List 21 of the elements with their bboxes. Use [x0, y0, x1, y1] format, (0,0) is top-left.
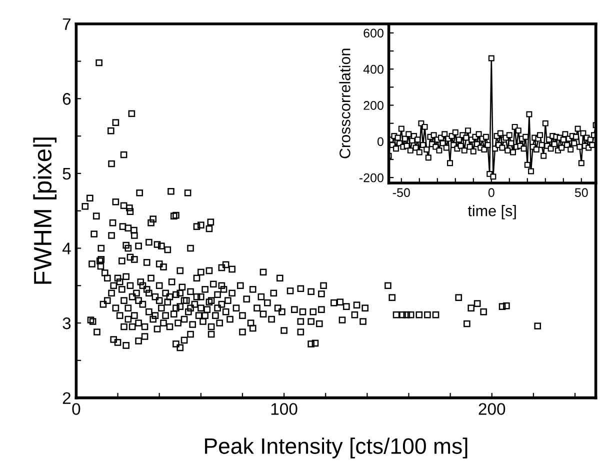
y-tick-label: 400 [363, 64, 384, 74]
x-tick-label: 0 [72, 403, 80, 415]
x-axis-title: time [s] [468, 205, 516, 220]
x-tick-label: 200 [478, 403, 506, 415]
y-tick-label: 3 [62, 317, 71, 330]
y-tick-label: 0 [377, 137, 384, 146]
y-tick-label: -200 [359, 173, 384, 182]
y-tick-label: 200 [364, 101, 384, 110]
y-tick-label: 5 [62, 168, 71, 180]
y-tick-label: 4 [62, 242, 71, 254]
y-tick-label: 2 [62, 392, 71, 404]
x-tick-label: -50 [392, 188, 410, 198]
y-tick-label: 600 [364, 28, 384, 38]
y-tick-label: 7 [62, 18, 71, 30]
y-axis-title: Crosscorrelation [339, 48, 350, 158]
x-axis-title: Peak Intensity [cts/100 ms] [205, 438, 468, 458]
y-tick-label: 6 [62, 93, 71, 105]
x-tick-label: 100 [271, 403, 298, 415]
y-axis-title: FWHM [pixel] [33, 138, 57, 284]
x-tick-label: 50 [574, 188, 588, 198]
x-tick-label: 0 [488, 188, 494, 198]
